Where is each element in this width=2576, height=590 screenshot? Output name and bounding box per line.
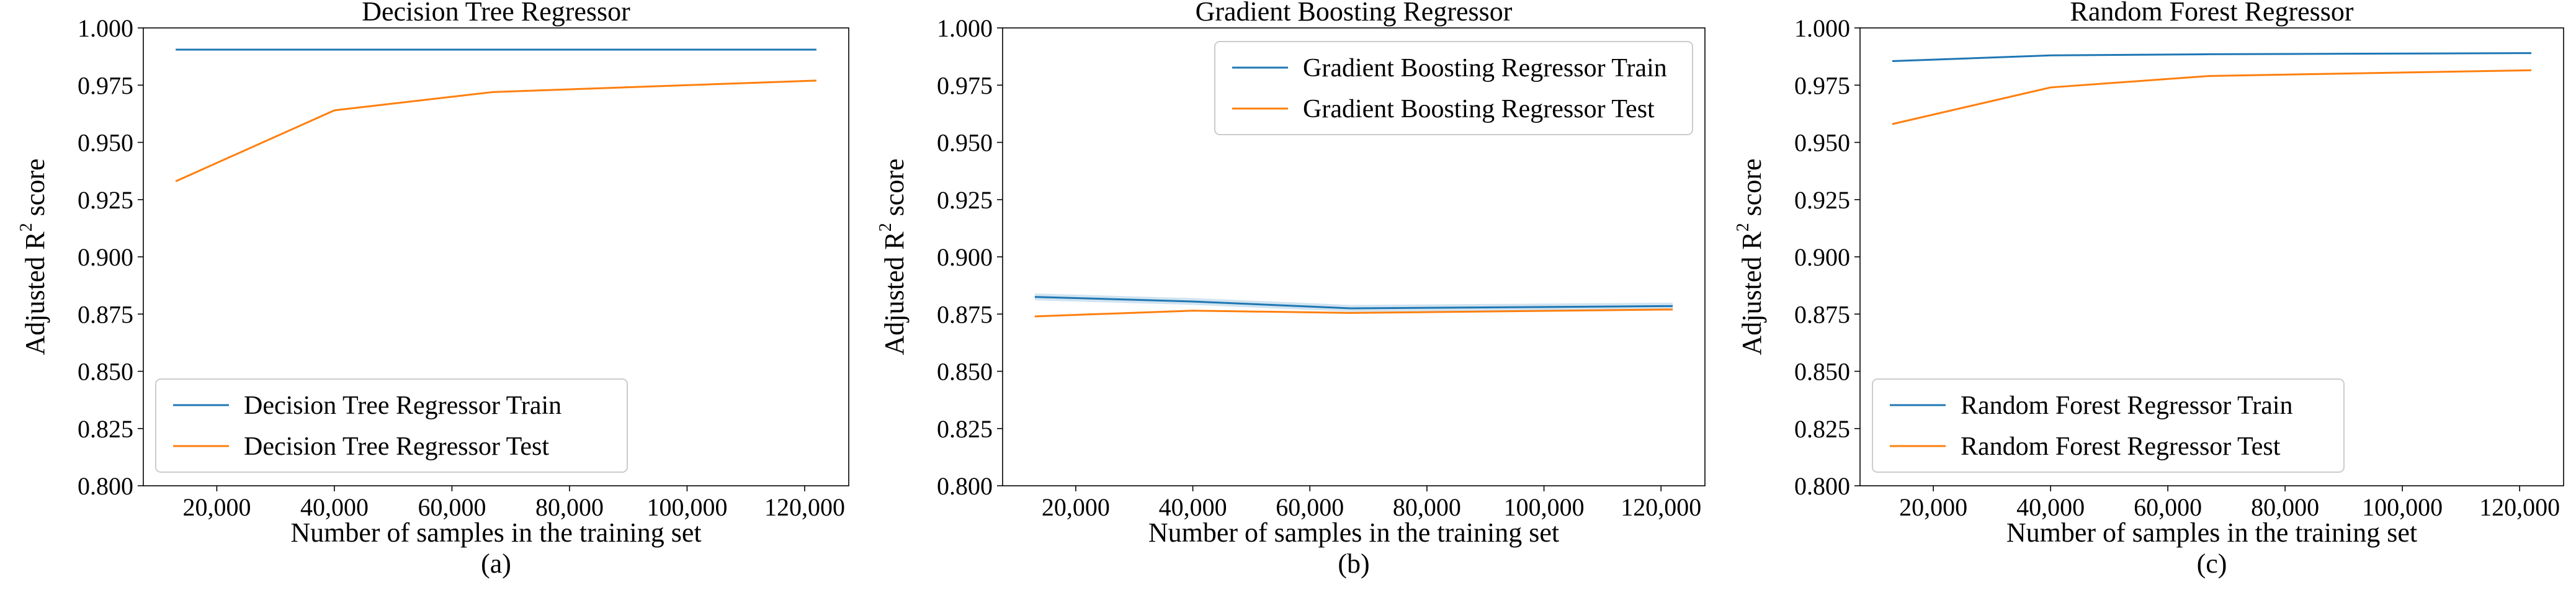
x-tick-label: 120,000 (1621, 493, 1701, 521)
series-line-train (1892, 52, 2532, 63)
y-tick-label: 0.975 (78, 71, 133, 99)
y-tick-label: 0.950 (1794, 129, 1850, 157)
series-line-test (1892, 69, 2532, 125)
y-tick-label: 0.875 (1794, 300, 1850, 328)
x-axis-title: Number of samples in the training set (1148, 517, 1559, 548)
y-tick-label: 0.850 (78, 358, 133, 386)
y-tick-label: 0.825 (937, 415, 993, 443)
legend-label: Decision Tree Regressor Test (244, 432, 549, 461)
y-axis-title-superscript: 2 (1733, 223, 1753, 231)
x-tick-label: 40,000 (300, 493, 369, 521)
y-tick-label: 0.925 (78, 186, 133, 214)
y-tick-label: 0.800 (1794, 472, 1850, 500)
y-tick-label: 0.900 (937, 243, 993, 271)
chart-title: Gradient Boosting Regressor (1196, 0, 1513, 27)
panel-caption: (a) (481, 548, 511, 579)
x-axis-title: Number of samples in the training set (2006, 517, 2417, 548)
y-tick-label: 0.925 (937, 186, 993, 214)
legend-box (155, 378, 628, 473)
y-tick-label: 0.925 (1794, 186, 1850, 214)
y-axis-title-prefix: Adjusted R (20, 231, 50, 355)
y-axis-title-prefix: Adjusted R (1737, 231, 1767, 355)
y-axis-title: Adjusted R2 score (1733, 158, 1767, 355)
x-tick-label: 60,000 (1276, 493, 1344, 521)
y-tick-label: 0.950 (937, 129, 993, 157)
y-tick-label: 0.850 (1794, 358, 1850, 386)
legend-box (1872, 378, 2345, 473)
y-axis-title: Adjusted R2 score (876, 158, 910, 355)
x-tick-label: 100,000 (646, 493, 727, 521)
panel-caption: (c) (2197, 548, 2227, 579)
x-tick-label: 100,000 (2362, 493, 2443, 521)
legend: Decision Tree Regressor Train Decision Tr… (155, 378, 628, 473)
y-tick-label: 0.900 (78, 243, 133, 271)
legend-label: Gradient Boosting Regressor Train (1303, 54, 1667, 83)
chart-panel-1: Decision Tree Regressor 0.800 0.825 0.850 0.… (17, 0, 849, 579)
legend: Random Forest Regressor Train Random Fore… (1872, 378, 2345, 473)
x-tick-label: 80,000 (1393, 493, 1461, 521)
y-tick-label: 0.950 (78, 129, 133, 157)
y-axis-title-suffix: score (20, 158, 50, 223)
legend-label: Decision Tree Regressor Train (244, 391, 561, 420)
legend-label: Gradient Boosting Regressor Test (1303, 95, 1655, 123)
y-tick-label: 0.800 (937, 472, 993, 500)
y-axis-title: Adjusted R2 score (17, 158, 50, 355)
x-tick-label: 80,000 (2251, 493, 2319, 521)
y-tick-label: 0.975 (937, 71, 993, 99)
y-tick-label: 0.850 (937, 358, 993, 386)
y-tick-label: 0.975 (1794, 71, 1850, 99)
x-tick-label: 120,000 (2479, 493, 2560, 521)
x-axis-title: Number of samples in the training set (290, 517, 701, 548)
y-axis-title-suffix: score (1737, 158, 1767, 223)
chart-title: Random Forest Regressor (2070, 0, 2353, 27)
y-tick-label: 0.825 (78, 415, 133, 443)
chart-panel-2: Gradient Boosting Regressor 0.800 0.825 0.8… (876, 0, 1706, 579)
chart-panel-3: Random Forest Regressor 0.800 0.825 0.850 0.… (1733, 0, 2564, 579)
legend: Gradient Boosting Regressor Train Gradien… (1214, 41, 1693, 135)
y-tick-label: 0.800 (78, 472, 133, 500)
y-tick-label: 1.000 (1794, 14, 1850, 42)
x-tick-label: 100,000 (1504, 493, 1585, 521)
x-tick-label: 60,000 (2134, 493, 2202, 521)
y-axis-title-superscript: 2 (876, 223, 895, 231)
x-tick-label: 40,000 (1159, 493, 1227, 521)
y-tick-label: 1.000 (937, 14, 993, 42)
x-tick-label: 20,000 (1042, 493, 1110, 521)
x-tick-label: 80,000 (535, 493, 604, 521)
y-tick-label: 0.875 (78, 300, 133, 328)
chart-title: Decision Tree Regressor (362, 0, 630, 27)
x-tick-label: 20,000 (182, 493, 251, 521)
series-line-train (1034, 296, 1673, 310)
y-axis-title-suffix: score (879, 158, 910, 223)
y-tick-label: 1.000 (78, 14, 133, 42)
legend-label: Random Forest Regressor Test (1961, 432, 2281, 461)
y-tick-label: 0.825 (1794, 415, 1850, 443)
legend-box (1214, 41, 1693, 135)
x-tick-label: 120,000 (764, 493, 845, 521)
y-axis-title-prefix: Adjusted R (879, 231, 910, 355)
series-line-test (175, 79, 816, 182)
y-axis-title-superscript: 2 (17, 223, 36, 231)
x-tick-label: 20,000 (1899, 493, 1967, 521)
x-tick-label: 60,000 (418, 493, 486, 521)
x-tick-label: 40,000 (2016, 493, 2085, 521)
legend-label: Random Forest Regressor Train (1961, 391, 2293, 420)
y-tick-label: 0.875 (937, 300, 993, 328)
y-tick-label: 0.900 (1794, 243, 1850, 271)
series-line-test (1034, 308, 1673, 318)
panel-caption: (b) (1338, 548, 1369, 579)
